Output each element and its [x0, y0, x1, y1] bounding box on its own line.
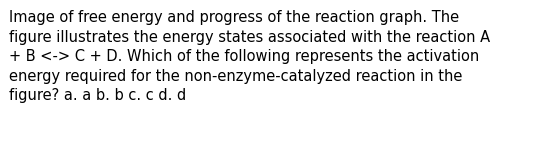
Text: Image of free energy and progress of the reaction graph. The
figure illustrates : Image of free energy and progress of the… — [9, 10, 490, 104]
